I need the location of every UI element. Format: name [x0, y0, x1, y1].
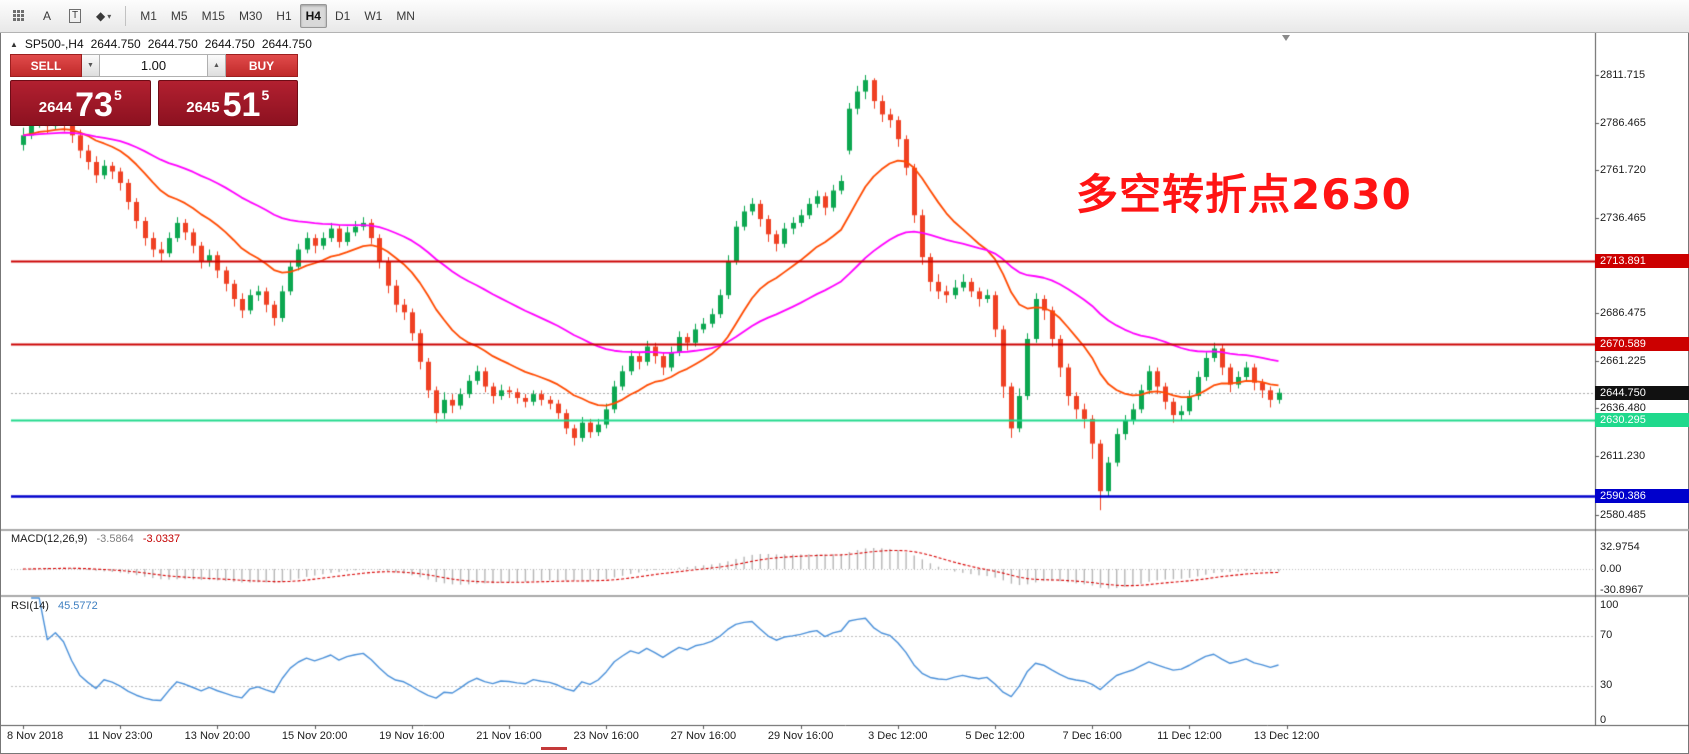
rsi-axis-label: 0: [1600, 714, 1607, 726]
macd-indicator-label: MACD(12,26,9) -3.5864 -3.0337: [11, 533, 180, 545]
timeframe-m5[interactable]: M5: [165, 4, 194, 28]
macd-axis-label: -30.8967: [1600, 584, 1644, 596]
buy-price-button[interactable]: 2645 51 5: [157, 80, 298, 126]
buy-price-pip: 5: [261, 87, 270, 103]
sell-price-button[interactable]: 2644 73 5: [10, 80, 151, 126]
toolbar-separator: [125, 6, 127, 26]
time-axis-label: 11 Nov 23:00: [87, 730, 153, 742]
toolbar: A T ◆ ▾ M1 M5 M15 M30 H1 H4 D1 W1 MN: [0, 0, 1689, 33]
macd-axis-label: 32.9754: [1600, 541, 1640, 553]
macd-axis-label: 0.00: [1600, 563, 1622, 575]
chart-grid-icon[interactable]: [6, 4, 32, 28]
chart-text-annotation[interactable]: 多空转折点2630: [1076, 170, 1412, 219]
time-axis-label: 23 Nov 16:00: [573, 730, 639, 742]
bottom-red-marker: [541, 747, 567, 750]
time-axis-label: 5 Dec 12:00: [965, 730, 1025, 742]
ohlc-low: 2644.750: [204, 37, 255, 51]
timeframe-mn[interactable]: MN: [390, 4, 421, 28]
buy-price-prefix: 2645: [186, 99, 220, 116]
one-click-trade-panel: SELL ▼ 1.00 ▲ BUY 2644 73 5 2645 51 5: [10, 54, 298, 126]
rsi-value: 45.5772: [57, 600, 98, 612]
rsi-axis-label: 70: [1600, 629, 1613, 641]
sell-price-pip: 5: [113, 87, 122, 103]
timeframe-m30[interactable]: M30: [233, 4, 268, 28]
buy-price-big: 51: [222, 86, 261, 125]
ohlc-high: 2644.750: [147, 37, 198, 51]
price-axis-label: 2761.720: [1600, 164, 1646, 177]
chart-symbol-label: SP500-,H4: [24, 37, 84, 51]
volume-increase-button[interactable]: ▲: [208, 54, 226, 77]
timeframe-m1[interactable]: M1: [134, 4, 163, 28]
current-price-badge: 2644.750: [1595, 385, 1689, 400]
time-axis-label: 29 Nov 16:00: [767, 730, 834, 742]
price-axis-label: 2811.715: [1600, 69, 1646, 81]
macd-signal-value: -3.0337: [142, 533, 181, 545]
timeframe-h4[interactable]: H4: [299, 4, 327, 28]
chart-shift-marker[interactable]: [1282, 35, 1290, 41]
timeframe-m15[interactable]: M15: [196, 4, 231, 28]
price-level-badge: 2630.295: [1595, 413, 1689, 428]
rsi-axis-label: 100: [1600, 599, 1619, 611]
text-label-icon[interactable]: A: [34, 4, 60, 28]
price-level-badge: 2590.386: [1595, 489, 1689, 504]
chart-ohlc-header: ▲ SP500-,H4 2644.750 2644.750 2644.750 2…: [10, 37, 312, 51]
price-level-badge: 2670.589: [1595, 336, 1689, 351]
time-axis-label: 11 Dec 12:00: [1157, 730, 1222, 742]
chart-window: ▲ SP500-,H4 2644.750 2644.750 2644.750 2…: [0, 33, 1689, 754]
price-level-badge: 2713.891: [1595, 254, 1689, 269]
price-axis-label: 2611.230: [1600, 450, 1646, 463]
macd-main-value: -3.5864: [96, 533, 134, 545]
rsi-axis-label: 30: [1600, 679, 1613, 691]
buy-button[interactable]: BUY: [226, 54, 298, 77]
price-chart-canvas[interactable]: [1, 33, 1689, 754]
volume-decrease-button[interactable]: ▼: [82, 54, 100, 77]
time-axis-label: 13 Nov 20:00: [184, 730, 251, 742]
time-axis-label: 21 Nov 16:00: [476, 730, 542, 742]
toolbar-icon-group: A T ◆ ▾: [6, 4, 117, 28]
time-axis-label: 19 Nov 16:00: [379, 730, 445, 742]
sell-price-big: 73: [75, 86, 113, 125]
rsi-indicator-label: RSI(14) 45.5772: [11, 600, 98, 612]
price-axis-label: 2661.225: [1600, 355, 1646, 368]
sell-price-prefix: 2644: [38, 99, 73, 116]
timeframe-d1[interactable]: D1: [329, 4, 356, 28]
time-axis-label: 7 Dec 16:00: [1062, 730, 1122, 742]
timeframe-button-group: M1 M5 M15 M30 H1 H4 D1 W1 MN: [134, 4, 421, 28]
text-box-icon[interactable]: T: [62, 4, 88, 28]
time-axis-label: 13 Dec 12:00: [1253, 730, 1320, 742]
ohlc-close: 2644.750: [261, 37, 312, 51]
time-axis-label: 27 Nov 16:00: [670, 730, 737, 742]
sell-button[interactable]: SELL: [10, 54, 82, 77]
shapes-icon[interactable]: ◆ ▾: [90, 4, 117, 28]
macd-name: MACD(12,26,9): [11, 533, 88, 545]
price-axis-label: 2686.475: [1600, 307, 1646, 320]
timeframe-w1[interactable]: W1: [358, 4, 388, 28]
price-axis-label: 2580.485: [1600, 509, 1646, 521]
ohlc-open: 2644.750: [90, 37, 141, 51]
window-menu-icon[interactable]: ▲: [10, 39, 18, 49]
price-axis-label: 2636.480: [1600, 402, 1646, 415]
time-axis-label: 3 Dec 12:00: [868, 730, 928, 742]
time-axis-label: 15 Nov 20:00: [281, 730, 348, 742]
price-axis-label: 2786.465: [1600, 117, 1646, 130]
price-axis-label: 2736.465: [1600, 212, 1646, 225]
time-axis-label: 8 Nov 2018: [7, 730, 64, 742]
rsi-name: RSI(14): [11, 600, 49, 612]
volume-input[interactable]: 1.00: [100, 54, 208, 77]
timeframe-h1[interactable]: H1: [270, 4, 297, 28]
